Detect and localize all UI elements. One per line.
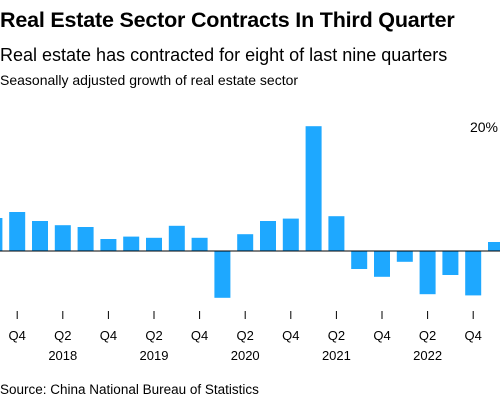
bar <box>374 251 390 277</box>
bar <box>123 236 140 251</box>
x-year-label: 2021 <box>322 348 351 363</box>
bar <box>168 225 185 251</box>
bar <box>488 242 500 251</box>
bar <box>77 227 94 251</box>
bar-chart: 20% Q4 Q2 Q4 Q2 Q4 Q2 Q4 Q2 Q4 Q2 Q4 2018 2019 2020 202… <box>0 119 500 363</box>
y-tick-label: 20% <box>470 119 498 135</box>
bar <box>260 221 276 251</box>
x-tick-label: Q4 <box>100 328 117 343</box>
x-year-label: 2022 <box>413 348 442 363</box>
bar <box>0 218 3 251</box>
bar <box>54 225 71 251</box>
x-tick-label: Q4 <box>282 328 299 343</box>
chart-title: Real Estate Sector Contracts In Third Qu… <box>0 8 455 32</box>
bar <box>282 218 299 251</box>
bar <box>328 216 345 251</box>
x-tick-label: Q4 <box>191 328 208 343</box>
bar <box>465 251 482 296</box>
bar <box>442 251 459 275</box>
x-tick-label: Q2 <box>54 328 71 343</box>
x-tick-label: Q2 <box>237 328 254 343</box>
x-tick-label: Q2 <box>145 328 162 343</box>
bar <box>305 126 322 251</box>
x-year-label: 2018 <box>48 348 77 363</box>
x-tick-label: Q2 <box>328 328 345 343</box>
bar <box>351 251 368 269</box>
x-tick-label: Q4 <box>9 328 26 343</box>
x-tick-label: Q4 <box>465 328 482 343</box>
bar <box>191 237 208 251</box>
bar <box>237 234 254 251</box>
bar <box>419 251 436 295</box>
unit-label: Seasonally adjusted growth of real estat… <box>0 72 299 88</box>
x-year-label: 2019 <box>140 348 169 363</box>
bar <box>32 221 48 251</box>
x-tick-label: Q4 <box>373 328 390 343</box>
x-tick-label: Q2 <box>419 328 436 343</box>
bar <box>100 239 117 251</box>
x-year-label: 2020 <box>231 348 260 363</box>
bar <box>396 251 413 262</box>
chart-subtitle: Real estate has contracted for eight of … <box>0 45 448 65</box>
bar <box>214 251 231 298</box>
bar <box>9 212 26 251</box>
source-note: Source: China National Bureau of Statist… <box>0 382 259 397</box>
bar <box>146 237 162 251</box>
